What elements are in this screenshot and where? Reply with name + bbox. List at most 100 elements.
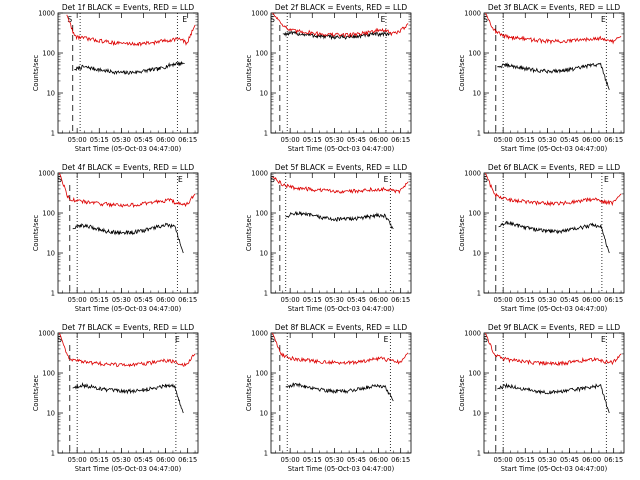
- events-series-line: [497, 62, 610, 90]
- y-tick-label: 100: [468, 209, 481, 217]
- y-axis-label: Counts/sec: [245, 214, 253, 251]
- plot-frame: [483, 332, 625, 454]
- lld-series-line: [59, 332, 196, 368]
- detector-plot-1: Det 1f BLACK = Events, RED = LLD 1 10 100 10…: [32, 3, 199, 153]
- end-marker-label: E: [182, 15, 187, 24]
- x-tick-label: 05:45: [560, 456, 579, 464]
- x-tick-label: 05:00: [68, 456, 87, 464]
- x-tick-label: 05:30: [538, 296, 557, 304]
- x-axis-label: Start Time (05-Oct-03 04:47:00): [288, 305, 394, 313]
- plot-title: Det 3f BLACK = Events, RED = LLD: [488, 3, 621, 12]
- y-tick-label: 1: [264, 289, 268, 297]
- plot-title: Det 4f BLACK = Events, RED = LLD: [62, 163, 195, 172]
- x-tick-label: 05:15: [516, 296, 535, 304]
- events-series-line: [72, 222, 184, 254]
- x-tick-label: 05:00: [494, 296, 513, 304]
- x-tick-label: 05:45: [560, 296, 579, 304]
- x-tick-label: 05:30: [325, 456, 344, 464]
- plot-title: Det 6f BLACK = Events, RED = LLD: [488, 163, 621, 172]
- plot-frame: [270, 332, 412, 454]
- x-tick-label: 06:00: [369, 136, 388, 144]
- x-tick-label: 05:15: [303, 456, 322, 464]
- y-tick-label: 1: [51, 129, 55, 137]
- end-marker-label: E: [601, 15, 606, 24]
- y-tick-label: 100: [255, 49, 268, 57]
- end-marker-label: E: [384, 175, 389, 184]
- start-marker-label: S: [483, 335, 488, 344]
- x-tick-label: 05:15: [90, 136, 109, 144]
- detector-plot-6: Det 6f BLACK = Events, RED = LLD 1 10 100 10…: [458, 163, 625, 313]
- x-tick-label: 05:00: [68, 136, 87, 144]
- y-tick-label: 100: [42, 49, 55, 57]
- x-tick-label: 05:00: [68, 296, 87, 304]
- x-tick-label: 05:45: [347, 136, 366, 144]
- y-tick-label: 10: [47, 249, 55, 257]
- y-axis-label: Counts/sec: [32, 54, 40, 91]
- x-tick-label: 05:15: [90, 456, 109, 464]
- x-tick-label: 05:00: [281, 136, 300, 144]
- y-tick-label: 10: [473, 249, 481, 257]
- x-axis-label: Start Time (05-Oct-03 04:47:00): [75, 305, 181, 313]
- end-marker-label: E: [384, 335, 389, 344]
- x-tick-label: 06:00: [156, 136, 175, 144]
- y-axis-label: Counts/sec: [32, 214, 40, 251]
- start-marker-label: S: [483, 15, 488, 24]
- start-marker-label: S: [57, 335, 62, 344]
- x-tick-label: 06:15: [178, 136, 197, 144]
- y-tick-label: 1: [477, 449, 481, 457]
- plot-frame: [57, 172, 199, 294]
- start-marker-label: S: [270, 335, 275, 344]
- lld-series-line: [66, 14, 196, 47]
- plot-title: Det 1f BLACK = Events, RED = LLD: [62, 3, 195, 12]
- y-tick-label: 1000: [38, 329, 55, 337]
- y-tick-label: 100: [255, 209, 268, 217]
- detector-plot-4: Det 4f BLACK = Events, RED = LLD 1 10 100 10…: [32, 163, 199, 313]
- x-tick-label: 05:30: [325, 136, 344, 144]
- end-marker-label: E: [601, 335, 606, 344]
- events-series-line: [282, 30, 391, 41]
- x-tick-label: 06:00: [156, 456, 175, 464]
- plot-frame: [270, 172, 412, 294]
- x-tick-label: 06:15: [178, 456, 197, 464]
- lld-series-line: [272, 332, 409, 366]
- end-marker-label: E: [381, 15, 386, 24]
- y-tick-label: 10: [260, 409, 268, 417]
- x-tick-label: 05:15: [516, 136, 535, 144]
- x-tick-label: 06:00: [156, 296, 175, 304]
- lld-series-line: [272, 12, 409, 38]
- x-tick-label: 06:15: [391, 456, 410, 464]
- plot-title: Det 8f BLACK = Events, RED = LLD: [275, 323, 408, 332]
- lld-series-line: [485, 12, 622, 45]
- y-tick-label: 10: [473, 409, 481, 417]
- x-tick-label: 06:15: [604, 456, 623, 464]
- x-tick-label: 05:45: [134, 136, 153, 144]
- y-tick-label: 1000: [38, 169, 55, 177]
- end-marker-label: E: [178, 175, 183, 184]
- x-tick-label: 05:15: [303, 296, 322, 304]
- x-tick-label: 06:15: [391, 136, 410, 144]
- y-tick-label: 10: [473, 89, 481, 97]
- y-axis-label: Counts/sec: [458, 54, 466, 91]
- start-marker-label: S: [270, 15, 275, 24]
- y-tick-label: 1: [477, 289, 481, 297]
- y-tick-label: 1000: [251, 329, 268, 337]
- x-tick-label: 06:15: [604, 296, 623, 304]
- plot-title: Det 7f BLACK = Events, RED = LLD: [62, 323, 195, 332]
- events-series-line: [74, 60, 185, 76]
- end-marker-label: E: [604, 175, 609, 184]
- x-axis-label: Start Time (05-Oct-03 04:47:00): [501, 305, 607, 313]
- events-series-line: [285, 382, 394, 402]
- x-tick-label: 06:00: [369, 296, 388, 304]
- plot-title: Det 5f BLACK = Events, RED = LLD: [275, 163, 408, 172]
- start-marker-label: S: [270, 175, 275, 184]
- y-tick-label: 1000: [251, 169, 268, 177]
- y-tick-label: 1: [264, 449, 268, 457]
- x-axis-label: Start Time (05-Oct-03 04:47:00): [75, 145, 181, 153]
- y-tick-label: 1000: [38, 9, 55, 17]
- y-tick-label: 100: [468, 369, 481, 377]
- y-tick-label: 1: [264, 129, 268, 137]
- y-tick-label: 10: [260, 89, 268, 97]
- y-axis-label: Counts/sec: [245, 374, 253, 411]
- plot-frame: [57, 12, 199, 134]
- x-tick-label: 05:00: [494, 136, 513, 144]
